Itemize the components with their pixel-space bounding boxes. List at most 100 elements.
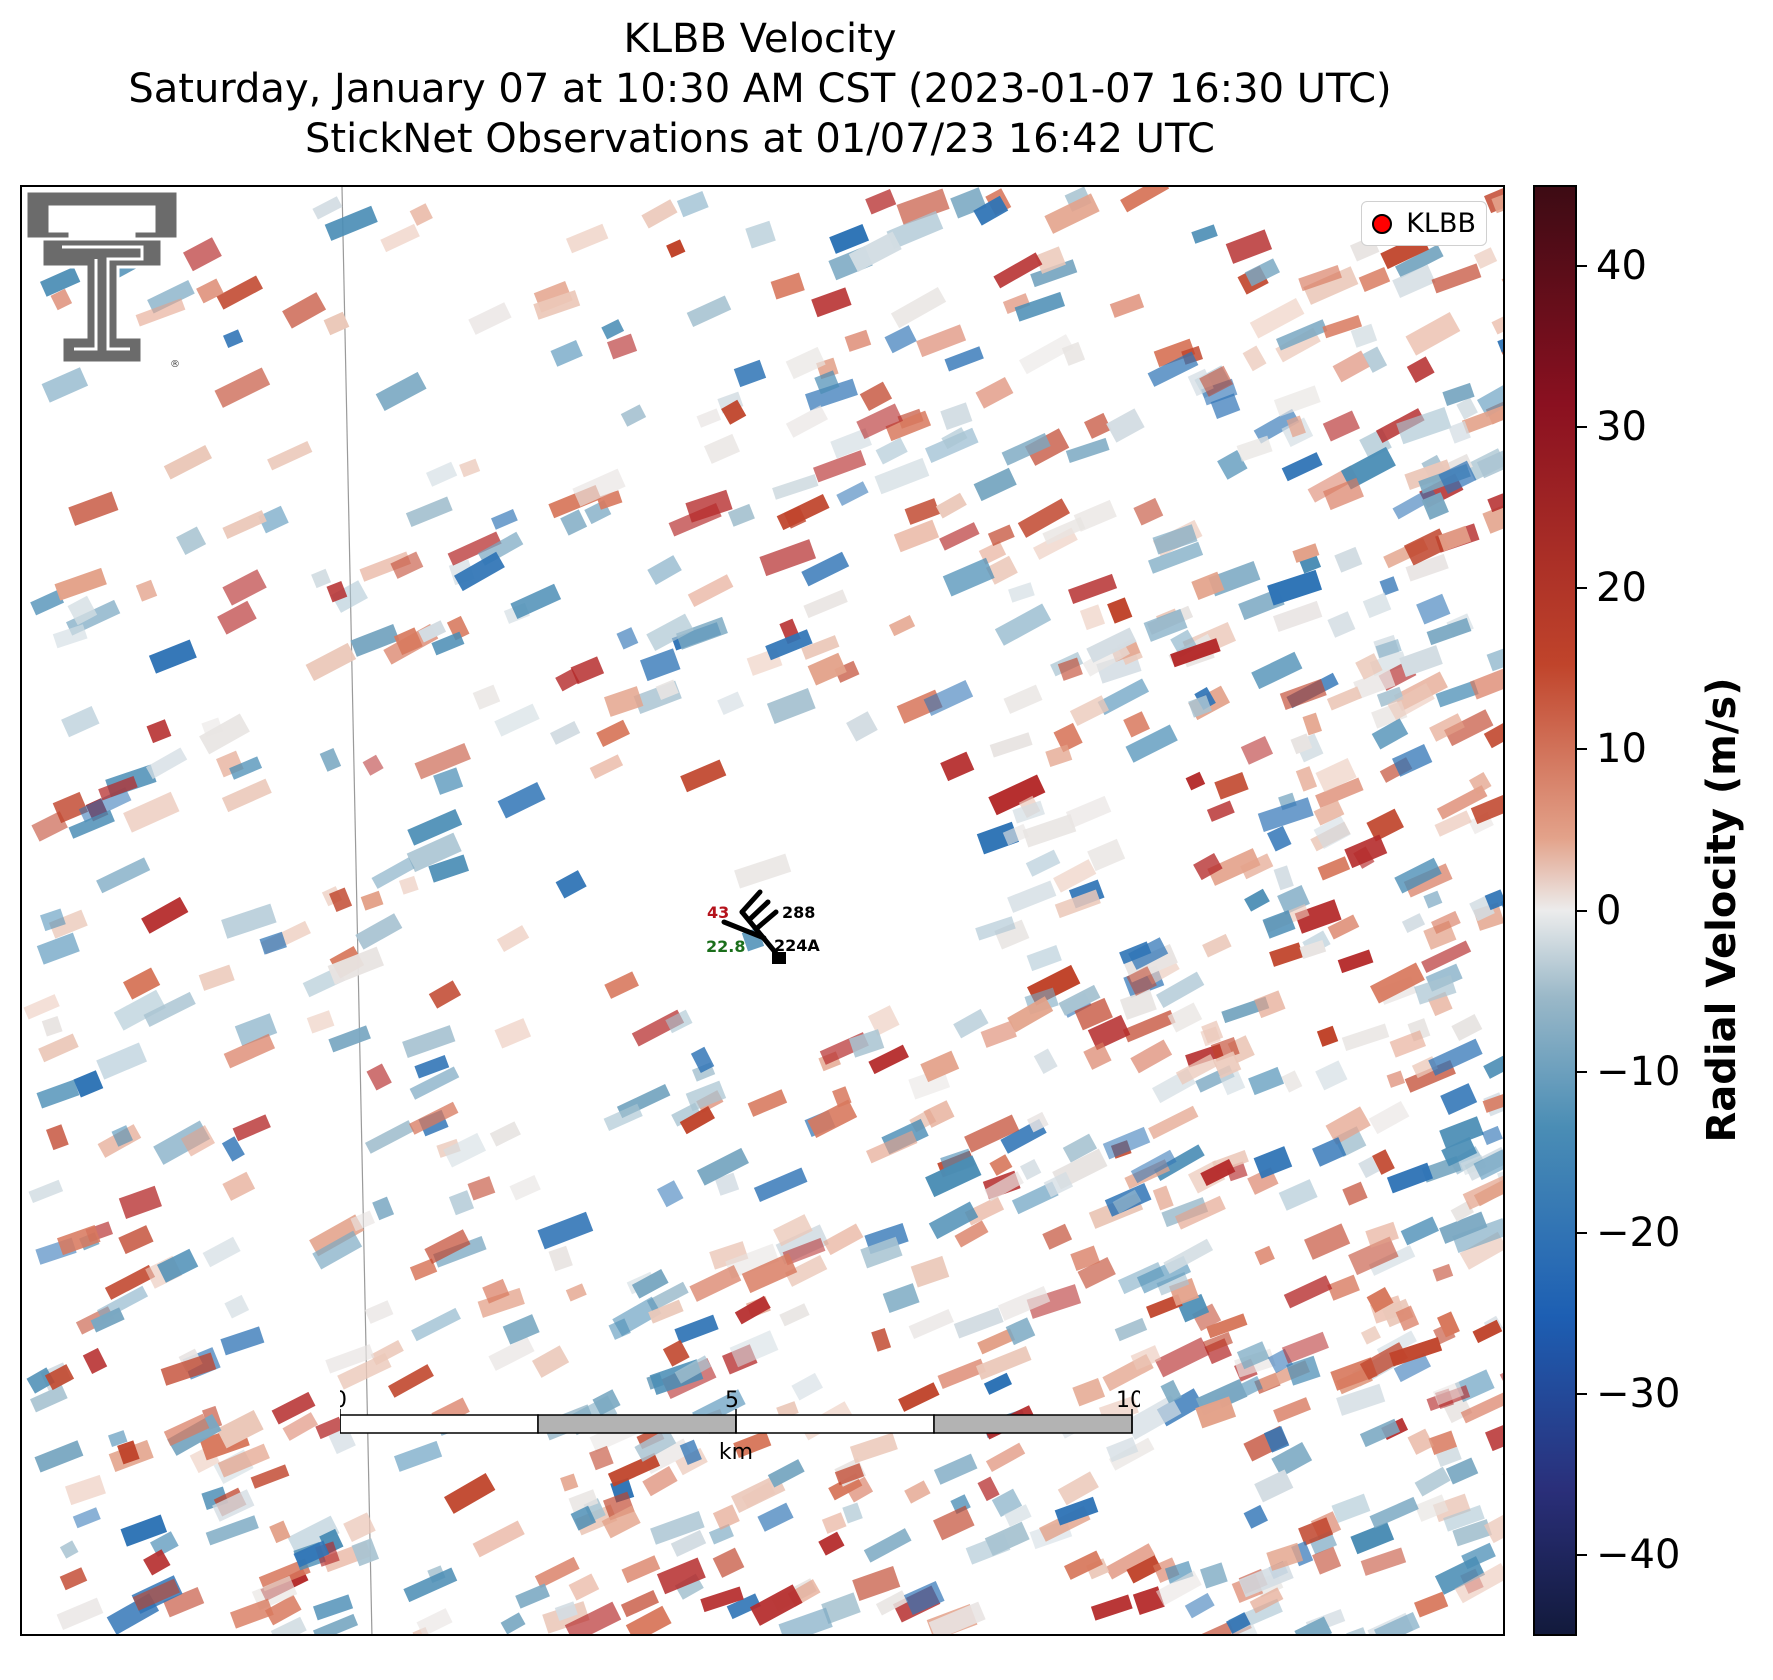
radar-gate <box>1053 722 1083 753</box>
colorbar-tick-label: 0 <box>1596 887 1622 934</box>
radar-gate <box>1371 718 1409 750</box>
radar-gate <box>1126 966 1157 996</box>
radar-gate <box>987 524 1015 547</box>
radar-gate <box>616 627 639 650</box>
radar-gate <box>1201 1020 1224 1044</box>
title-line-3: StickNet Observations at 01/07/23 16:42 … <box>305 116 1215 162</box>
radar-gate <box>491 509 518 530</box>
radar-gate <box>1484 1500 1503 1544</box>
radar-gate <box>167 1413 222 1456</box>
radar-gate <box>1303 266 1359 305</box>
radar-gate <box>1451 1014 1483 1042</box>
radar-gate <box>163 1586 205 1618</box>
klbb-marker-icon <box>1372 213 1393 234</box>
radar-gate <box>143 1549 171 1576</box>
radar-gate <box>1077 1257 1116 1289</box>
radar-gate <box>1396 406 1452 445</box>
radar-gate <box>1097 678 1150 716</box>
radar-gate <box>865 188 897 215</box>
radar-gate <box>1249 297 1305 339</box>
radar-gate <box>1368 1245 1416 1276</box>
radar-gate <box>510 583 562 619</box>
radar-gate <box>871 1327 892 1352</box>
radar-gate <box>459 458 481 478</box>
colorbar-tick-label: −30 <box>1596 1371 1681 1418</box>
radar-gate <box>362 754 384 776</box>
radar-gate <box>767 1459 805 1488</box>
radar-gate <box>448 1190 475 1216</box>
radar-gate <box>59 1567 88 1591</box>
radar-gate <box>444 1473 496 1514</box>
radar-gate <box>1148 1105 1199 1140</box>
radar-gate <box>1355 653 1383 680</box>
radar-gate <box>1119 989 1157 1020</box>
radar-gate <box>407 809 463 846</box>
radar-gate <box>868 1044 909 1075</box>
radar-gate <box>78 787 132 823</box>
radar-gate <box>132 1578 180 1611</box>
radar-gate <box>1421 940 1472 973</box>
radar-gate <box>1084 412 1112 439</box>
station-id[interactable]: 224A <box>774 936 820 955</box>
radar-gate <box>305 642 357 682</box>
radar-gate <box>830 428 872 459</box>
radar-gate <box>670 1529 707 1557</box>
radar-gate <box>1267 569 1323 606</box>
radar-gate <box>1442 382 1475 407</box>
radar-gate <box>731 1473 786 1513</box>
radar-gate <box>98 775 138 801</box>
station-pressure-code: 288 <box>782 903 816 922</box>
radar-gate <box>1358 266 1391 293</box>
radar-gate <box>1267 825 1292 852</box>
radar-gate <box>68 491 119 526</box>
colorbar-tick-label: 30 <box>1596 403 1647 450</box>
radar-gate <box>709 1241 749 1270</box>
radar-gate <box>1362 592 1392 619</box>
radar-gate <box>685 1080 727 1112</box>
radar-gate <box>1206 800 1235 822</box>
radar-gate <box>1083 1042 1112 1070</box>
radar-gate <box>923 1100 955 1128</box>
radar-gate <box>1058 984 1101 1016</box>
radar-gate <box>418 620 447 643</box>
radar-gate <box>68 809 115 839</box>
radar-gate <box>1431 263 1482 294</box>
radar-gate <box>1004 1504 1032 1527</box>
radar-gate <box>884 325 917 354</box>
radar-gate <box>1406 356 1435 383</box>
radar-gate <box>1019 334 1074 375</box>
radar-gate <box>411 1307 461 1342</box>
radar-gate <box>1279 678 1327 710</box>
radar-gate <box>920 1050 960 1083</box>
radar-gate <box>813 450 867 483</box>
radar-gate <box>472 1520 525 1558</box>
radar-gate <box>196 278 224 304</box>
radar-gate <box>38 1033 79 1063</box>
radar-gate <box>647 555 682 585</box>
radar-gate <box>1069 695 1110 727</box>
radar-gate <box>405 496 453 528</box>
radar-gate <box>893 519 940 553</box>
radar-gate <box>1130 1039 1173 1074</box>
radar-gate <box>26 1367 55 1394</box>
colorbar-tick-label: 40 <box>1596 242 1647 289</box>
radar-gate <box>1191 571 1225 601</box>
radar-gate <box>1395 1305 1420 1332</box>
radar-gate <box>975 916 1016 941</box>
radar-gate <box>937 1358 987 1389</box>
radar-gate <box>779 1303 810 1327</box>
radar-gate <box>601 1505 641 1539</box>
radar-gate <box>1459 1231 1503 1270</box>
radar-gate <box>1443 709 1494 747</box>
radar-gate <box>365 1120 415 1154</box>
scale-segment <box>340 1414 539 1434</box>
radar-gate <box>1251 651 1303 690</box>
radar-gate <box>534 1556 580 1589</box>
radar-map-panel[interactable]: ® KLBB 43 288 22.8 224A <box>20 185 1505 1636</box>
radar-gate <box>741 1252 798 1294</box>
radar-gate <box>1001 433 1051 466</box>
radar-gate <box>222 510 267 540</box>
radar-gate <box>874 457 930 495</box>
radar-gate <box>163 444 213 480</box>
radar-gate <box>888 615 916 637</box>
